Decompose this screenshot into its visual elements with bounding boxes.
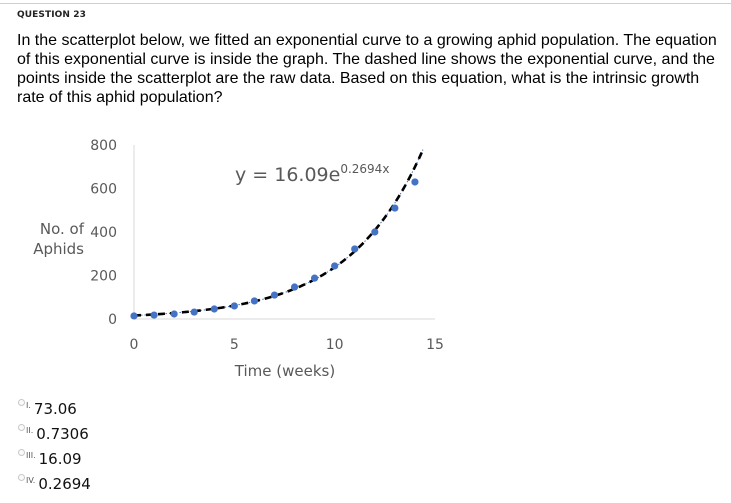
- y-tick-label: 600: [90, 182, 117, 198]
- radio-button[interactable]: [18, 424, 25, 431]
- answer-option-2[interactable]: II. 0.7306: [18, 422, 91, 447]
- data-point: [170, 310, 178, 318]
- option-numeral: II.: [26, 426, 34, 435]
- option-numeral: IV.: [26, 476, 36, 485]
- scatter-chart: 0 200 400 600 800 0 5 10 15 Time (weeks) No. of Aph…: [0, 130, 480, 390]
- answer-option-4[interactable]: IV. 0.2694: [18, 472, 91, 497]
- option-value: 0.2694: [38, 475, 91, 493]
- answer-option-1[interactable]: I. 73.06: [18, 397, 91, 422]
- radio-button[interactable]: [18, 399, 25, 406]
- top-divider: [0, 3, 731, 4]
- y-axis-label: No. of: [40, 220, 85, 238]
- option-numeral: I.: [26, 401, 31, 410]
- data-point: [270, 291, 279, 299]
- radio-button[interactable]: [18, 449, 25, 456]
- data-point: [391, 204, 399, 212]
- x-tick-label: 0: [130, 337, 139, 353]
- y-tick-label: 0: [108, 312, 117, 328]
- x-axis-label: Time (weeks): [234, 362, 335, 380]
- data-point: [331, 262, 339, 270]
- data-points: [130, 178, 419, 320]
- answer-option-3[interactable]: III. 16.09: [18, 447, 91, 472]
- data-point: [351, 245, 359, 253]
- data-point: [250, 297, 258, 305]
- exponential-fit-dashed: [133, 149, 425, 317]
- answer-options: I. 73.06 II. 0.7306 III. 16.09 IV. 0.269…: [18, 397, 91, 497]
- data-point: [290, 283, 299, 291]
- option-value: 73.06: [33, 400, 77, 418]
- y-tick-label: 800: [90, 138, 117, 154]
- data-point: [311, 274, 319, 282]
- data-point: [411, 178, 419, 186]
- option-value: 0.7306: [36, 425, 89, 443]
- y-axis-label: Aphids: [33, 240, 84, 258]
- data-point: [230, 302, 238, 310]
- y-tick-label: 400: [90, 225, 117, 241]
- chart-canvas: 0 200 400 600 800 0 5 10 15 Time (weeks) No. of Aph…: [33, 138, 444, 380]
- x-tick-label: 15: [426, 337, 444, 353]
- data-point: [210, 305, 218, 313]
- data-point: [371, 228, 379, 236]
- radio-button[interactable]: [18, 474, 25, 481]
- chart-axes: [133, 145, 435, 320]
- option-numeral: III.: [26, 451, 36, 460]
- data-point: [150, 311, 158, 319]
- question-prompt: In the scatterplot below, we fitted an e…: [17, 32, 717, 106]
- y-tick-label: 200: [90, 269, 117, 285]
- x-tick-label: 5: [230, 337, 239, 353]
- data-point: [130, 312, 138, 320]
- data-point: [190, 308, 198, 316]
- x-tick-label: 10: [326, 337, 344, 353]
- equation-label: y = 16.09e0.2694x: [235, 162, 389, 186]
- question-number: QUESTION 23: [17, 10, 87, 20]
- chart-labels: 0 200 400 600 800 0 5 10 15 Time (weeks) No. of Aph…: [33, 138, 444, 380]
- option-value: 16.09: [38, 450, 82, 468]
